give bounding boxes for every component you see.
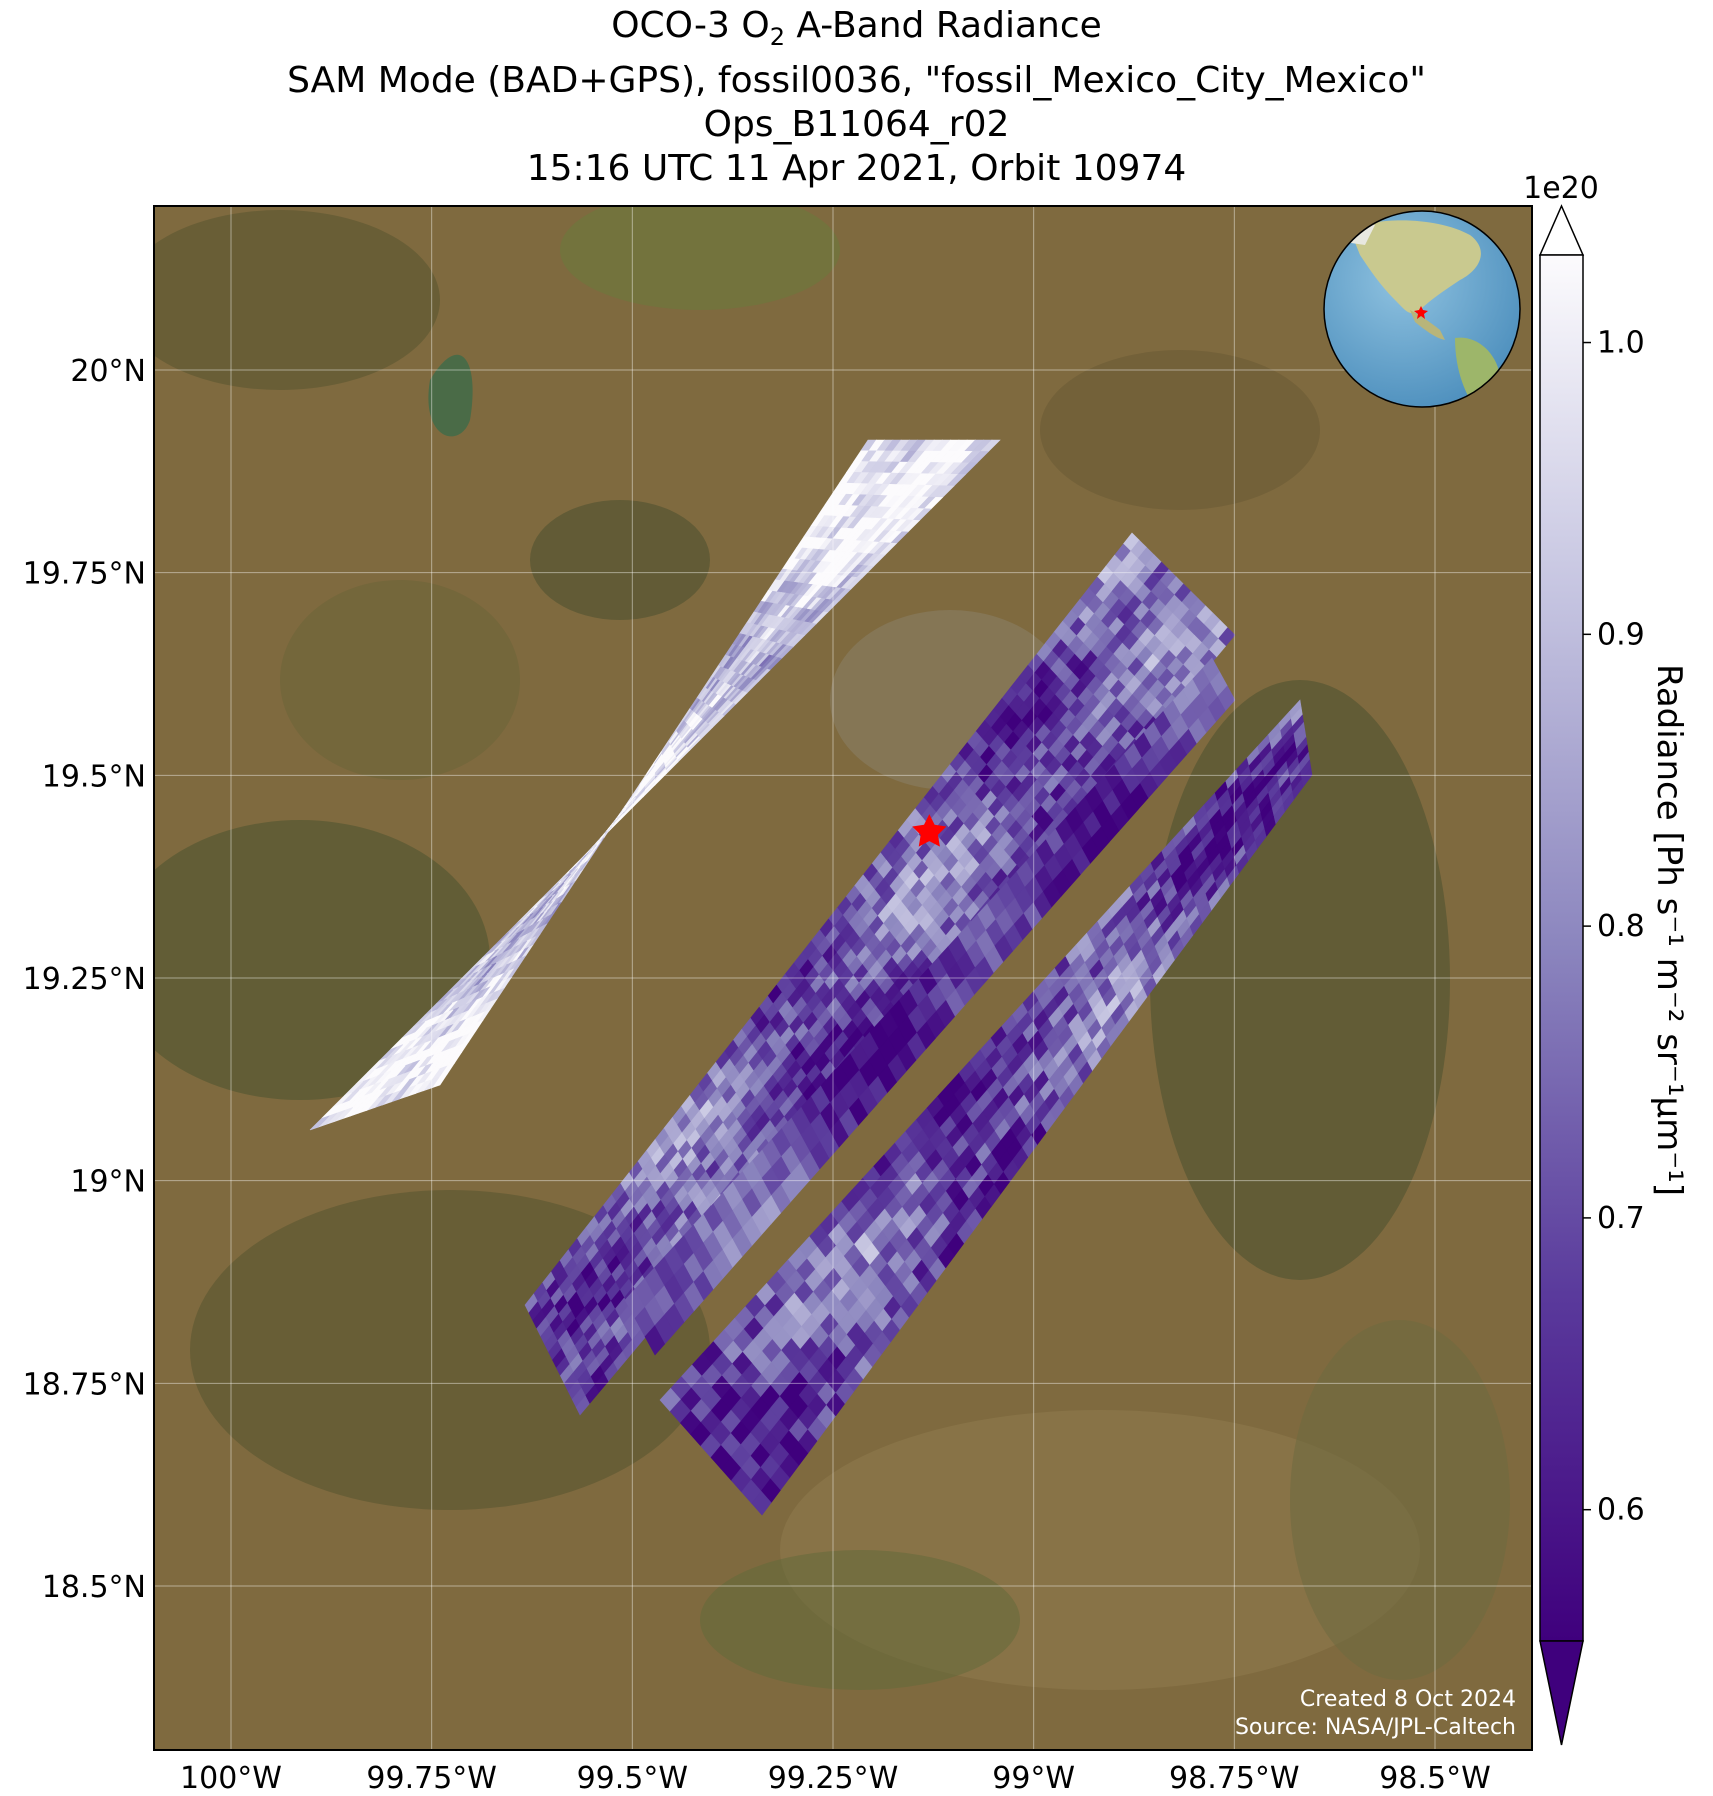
map-gridlines <box>154 206 1532 1750</box>
colorbar-tick-label: 0.8 <box>1597 909 1645 944</box>
title-line-1: OCO-3 O2 A-Band Radiance <box>611 5 1102 52</box>
colorbar-tick-label: 0.6 <box>1597 1493 1645 1528</box>
colorbar-label: Radiance [Ph s⁻¹ m⁻² sr⁻¹μm⁻¹] <box>1649 664 1689 1196</box>
colorbar-tick-label: 0.9 <box>1597 617 1645 652</box>
lat-tick-label: 20°N <box>70 354 146 389</box>
colorbar-multiplier: 1e20 <box>1523 171 1599 206</box>
colorbar-extend-min <box>1539 1640 1584 1746</box>
lon-tick-label: 99.5°W <box>577 1761 688 1796</box>
created-credit: Created 8 Oct 2024 <box>1300 1687 1516 1712</box>
lon-tick-label: 100°W <box>180 1761 282 1796</box>
figure-title: OCO-3 O2 A-Band Radiance SAM Mode (BAD+G… <box>0 4 1713 191</box>
lon-tick-label: 99°W <box>992 1761 1075 1796</box>
title-line-3: Ops_B11064_r02 <box>703 104 1010 146</box>
lat-tick-label: 19.5°N <box>42 759 146 794</box>
colorbar-tick-label: 1.0 <box>1597 326 1645 361</box>
lat-tick-label: 19.25°N <box>23 962 146 997</box>
colorbar-tick-label: 0.7 <box>1597 1201 1645 1236</box>
swath-cell <box>644 1325 666 1356</box>
lat-tick-label: 19°N <box>70 1165 146 1200</box>
colorbar-ticks: 0.6 0.7 0.8 0.9 1.0 <box>1583 326 1645 1528</box>
axis-tick-labels: 100°W 99.75°W 99.5°W 99.25°W 99°W 98.75°W 98.5… <box>23 354 1491 1796</box>
lon-tick-label: 98.75°W <box>1169 1761 1300 1796</box>
colorbar: 1e20 0.6 0.7 0.8 0.9 1.0 Radiance [Ph s⁻¹ m⁻… <box>1523 171 1689 1746</box>
star-icon <box>912 814 947 847</box>
swath-cell <box>309 1115 330 1131</box>
swath-cell <box>575 1395 590 1416</box>
globe-icon <box>1323 210 1521 408</box>
colorbar-extend-max <box>1538 204 1585 256</box>
colorbar-bar <box>1539 254 1584 1642</box>
map-frame <box>153 205 1533 1751</box>
lat-tick-label: 19.75°N <box>23 557 146 592</box>
lon-tick-label: 99.75°W <box>366 1761 497 1796</box>
title-line-2: SAM Mode (BAD+GPS), fossil0036, "fossil_… <box>287 60 1426 102</box>
source-credit: Source: NASA/JPL-Caltech <box>1235 1715 1516 1740</box>
lat-tick-label: 18.5°N <box>42 1570 146 1605</box>
lon-tick-label: 98.5°W <box>1379 1761 1490 1796</box>
title-line-4: 15:16 UTC 11 Apr 2021, Orbit 10974 <box>526 148 1187 190</box>
lon-tick-label: 99.25°W <box>768 1761 899 1796</box>
radiance-swaths <box>309 439 1313 1516</box>
lat-tick-label: 18.75°N <box>23 1367 146 1402</box>
swath-cell <box>751 1490 772 1516</box>
